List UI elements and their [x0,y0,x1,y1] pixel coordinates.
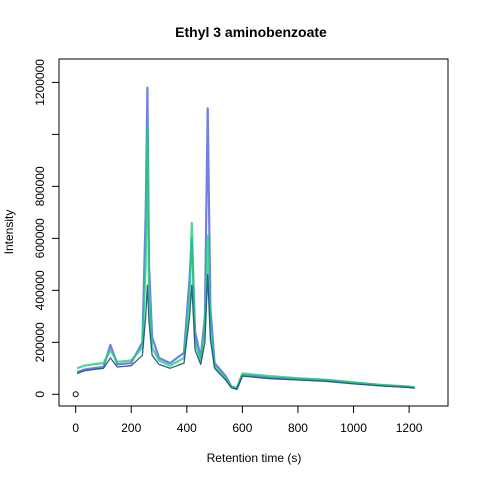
y-axis: 0 200000 400000 600000 800000 1200000 [33,59,59,398]
series-line-blue [77,88,415,390]
trace-layer [77,88,415,390]
plot-frame [59,59,448,406]
x-axis: 0 200 400 600 800 1000 1200 [72,406,422,435]
x-tick-label: 400 [177,421,197,435]
x-tick-label: 600 [232,421,252,435]
y-tick-label: 200000 [33,322,47,362]
x-tick-label: 1200 [396,421,423,435]
origin-point-marker [73,392,78,397]
x-tick-label: 800 [288,421,308,435]
y-tick-label: 1200000 [33,59,47,106]
x-tick-label: 1000 [340,421,367,435]
x-tick-label: 0 [72,421,79,435]
series-line-dark [77,275,415,389]
y-axis-label: Intensity [2,210,16,255]
y-tick-label: 600000 [33,218,47,258]
y-tick-label: 0 [33,391,47,398]
y-tick-label: 400000 [33,270,47,310]
x-tick-label: 200 [121,421,141,435]
chart-title: Ethyl 3 aminobenzoate [175,24,327,40]
series-line-green [77,127,415,388]
y-tick-label: 800000 [33,166,47,206]
x-axis-label: Retention time (s) [207,451,302,465]
marker-layer [73,392,78,397]
